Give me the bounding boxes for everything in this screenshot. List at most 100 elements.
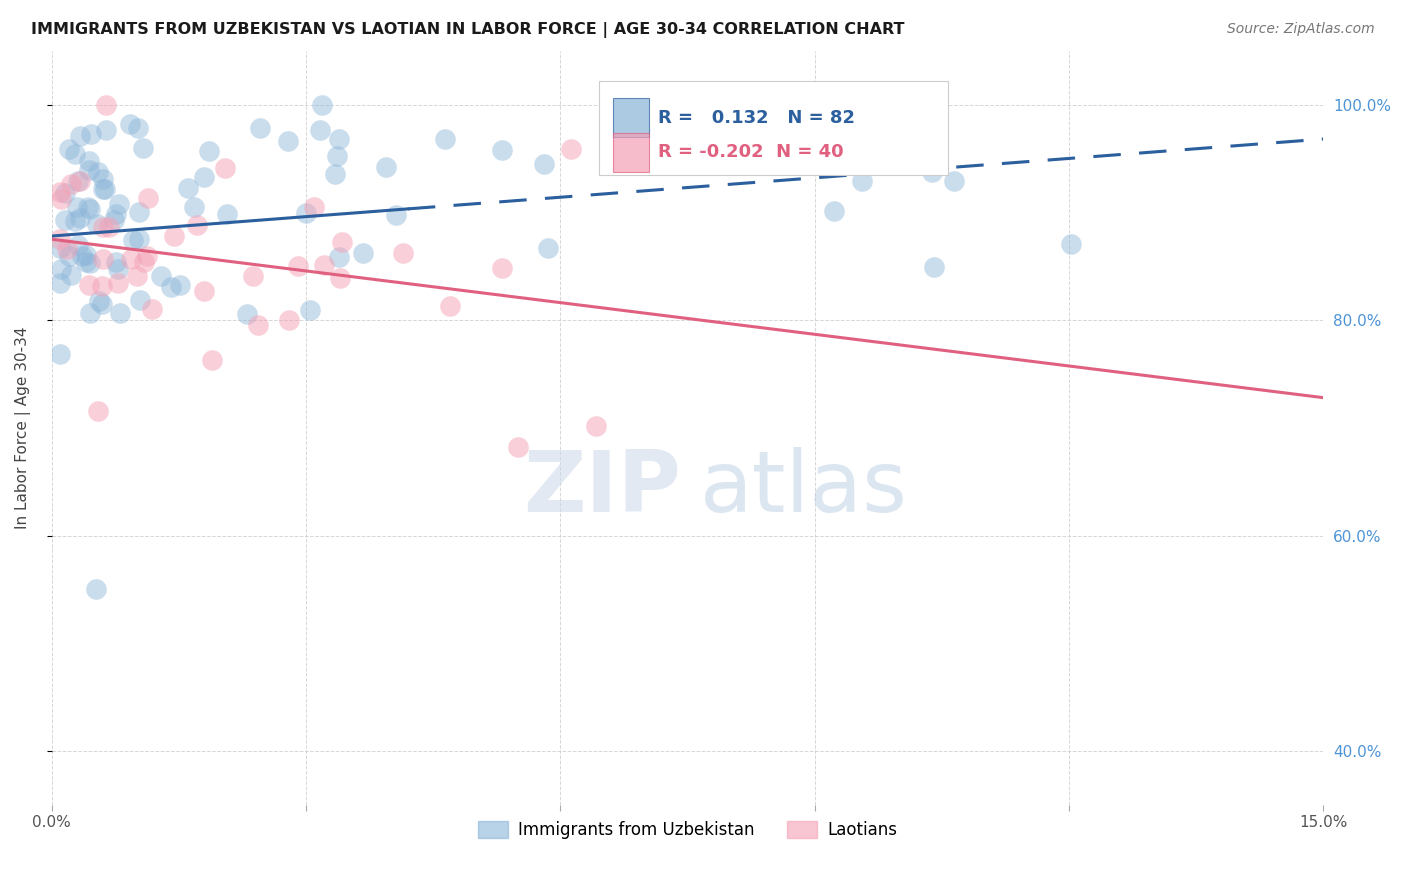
Point (49, 186, 72, 200)
Point (107, 262, 129, 277)
Point (183, 200, 205, 214)
Point (66, 200, 89, 214)
Point (94, 182, 117, 196)
Point (352, 245, 374, 260)
Point (58, 142, 80, 156)
Point (304, 200, 326, 214)
Point (120, 117, 142, 131)
Point (75, 248, 97, 262)
Point (105, 255, 128, 269)
Point (159, 279, 181, 293)
Point (323, 167, 346, 181)
Text: R = -0.202  N = 40: R = -0.202 N = 40 (658, 144, 844, 161)
Point (136, 249, 159, 263)
Point (72, 248, 94, 262)
Point (328, 132, 350, 146)
Point (433, 132, 456, 146)
FancyBboxPatch shape (599, 81, 948, 175)
Point (247, 318, 270, 332)
Point (90, 297, 112, 311)
Point (875, 134, 897, 148)
Point (125, 268, 148, 283)
Point (91, 182, 114, 196)
Point (49, 347, 72, 361)
Point (491, 260, 513, 275)
Point (49, 192, 72, 206)
Point (150, 269, 173, 284)
Point (131, 141, 153, 155)
Point (65, 214, 87, 228)
Point (55, 212, 77, 227)
Point (77, 200, 100, 214)
Point (69, 174, 91, 188)
Point (308, 122, 330, 136)
Point (851, 174, 873, 188)
Point (193, 170, 215, 185)
FancyBboxPatch shape (613, 133, 650, 172)
Point (1060, 237, 1083, 252)
Point (128, 232, 150, 246)
Point (53, 186, 76, 201)
Point (249, 121, 271, 136)
Point (214, 161, 236, 175)
Y-axis label: In Labor Force | Age 30-34: In Labor Force | Age 30-34 (15, 326, 31, 529)
Point (177, 181, 200, 195)
Point (328, 250, 350, 264)
Point (67, 238, 90, 252)
Point (200, 352, 222, 367)
Text: Source: ZipAtlas.com: Source: ZipAtlas.com (1227, 22, 1375, 37)
Point (49, 232, 72, 246)
Point (311, 97, 333, 112)
Point (77, 162, 100, 177)
Point (94, 97, 117, 112)
Point (136, 191, 159, 205)
Point (49, 241, 72, 255)
Point (314, 258, 336, 272)
Point (107, 276, 129, 290)
Point (55, 242, 77, 256)
Point (87, 294, 110, 309)
Point (506, 440, 529, 454)
Point (242, 268, 264, 283)
Text: R =   0.132   N = 82: R = 0.132 N = 82 (658, 109, 855, 127)
Point (79, 306, 101, 320)
Point (585, 419, 607, 434)
Point (924, 260, 946, 274)
Point (120, 252, 142, 267)
Point (87, 165, 110, 179)
Point (79, 154, 101, 169)
Point (943, 173, 966, 187)
Point (91, 172, 114, 186)
Point (129, 293, 152, 307)
Point (278, 313, 301, 327)
Point (299, 303, 322, 318)
Point (329, 271, 352, 285)
Point (63, 147, 86, 161)
Point (198, 144, 221, 158)
Point (103, 212, 125, 227)
Point (163, 229, 186, 244)
Point (193, 284, 215, 298)
Point (537, 242, 560, 256)
Point (91, 252, 114, 266)
Point (236, 307, 259, 321)
Point (66, 174, 89, 188)
Point (75, 254, 97, 268)
Point (69, 211, 91, 225)
Point (186, 219, 208, 233)
Point (392, 245, 415, 260)
Point (84, 582, 107, 597)
Point (491, 144, 513, 158)
Point (215, 207, 238, 221)
Point (108, 306, 131, 320)
Point (79, 202, 101, 217)
Point (533, 157, 555, 171)
Point (821, 868, 844, 882)
Point (127, 120, 149, 135)
Point (79, 256, 101, 270)
FancyBboxPatch shape (613, 98, 650, 137)
Point (98, 219, 121, 234)
Point (128, 204, 150, 219)
Point (560, 142, 582, 156)
Point (60, 177, 83, 191)
